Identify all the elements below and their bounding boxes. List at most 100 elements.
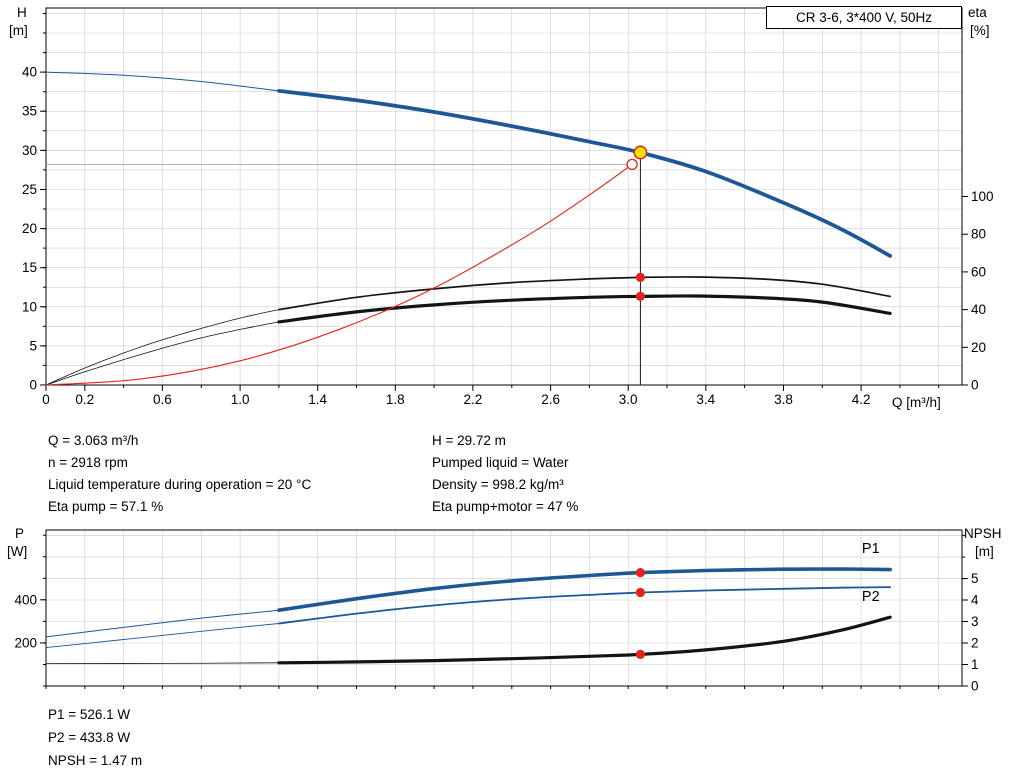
info-npsh-line: NPSH = 1.47 m <box>48 753 143 768</box>
svg-text:0: 0 <box>29 378 37 393</box>
svg-text:30: 30 <box>22 143 37 158</box>
svg-text:4.2: 4.2 <box>852 392 871 407</box>
svg-text:25: 25 <box>22 182 37 197</box>
p-axis-name: P <box>15 526 25 541</box>
p2-curve <box>278 586 892 625</box>
npsh-curve-thin <box>45 662 280 664</box>
info-p2-line: P2 = 433.8 W <box>48 730 131 745</box>
eta-axis-name: eta <box>968 5 987 20</box>
p2-curve-label: P2 <box>862 589 880 605</box>
info-eta-pump-motor-line: Eta pump+motor = 47 % <box>432 499 579 514</box>
svg-text:3.0: 3.0 <box>619 392 638 407</box>
svg-text:35: 35 <box>22 104 37 119</box>
svg-text:1.4: 1.4 <box>308 392 327 407</box>
svg-text:20: 20 <box>971 340 986 355</box>
svg-text:20: 20 <box>22 221 37 236</box>
pump-curve-thin <box>45 71 280 92</box>
requested-duty-marker <box>626 158 638 171</box>
info-head-line: H = 29.72 m <box>432 433 506 448</box>
q-axis-label: Q [m³/h] <box>892 395 941 410</box>
eta-pump-motor-curve <box>277 294 892 324</box>
svg-text:400: 400 <box>14 592 37 607</box>
system-curve <box>45 163 633 386</box>
duty-info-left-column: Q = 3.063 m³/h n = 2918 rpm Liquid tempe… <box>48 430 311 518</box>
svg-text:0.6: 0.6 <box>153 392 172 407</box>
svg-text:3.8: 3.8 <box>774 392 793 407</box>
svg-text:100: 100 <box>971 189 994 204</box>
info-eta-pump-line: Eta pump = 57.1 % <box>48 499 164 514</box>
npsh-duty-marker <box>635 649 646 660</box>
duty-info-right-column: H = 29.72 m Pumped liquid = Water Densit… <box>432 430 578 518</box>
svg-text:1.0: 1.0 <box>231 392 250 407</box>
svg-text:2.2: 2.2 <box>464 392 483 407</box>
p2-duty-marker <box>635 587 646 598</box>
y-right-axis: 0 1 2 3 4 5 <box>962 535 979 694</box>
svg-text:1: 1 <box>971 657 979 672</box>
svg-text:10: 10 <box>22 299 37 314</box>
svg-text:80: 80 <box>971 227 986 242</box>
h-axis-unit: [m] <box>9 23 28 38</box>
info-liquid-line: Pumped liquid = Water <box>432 455 569 470</box>
info-speed-line: n = 2918 rpm <box>48 455 128 470</box>
svg-text:2.6: 2.6 <box>541 392 560 407</box>
svg-text:0: 0 <box>971 378 979 393</box>
npsh-curve <box>277 615 892 665</box>
p1-duty-marker <box>635 568 646 578</box>
svg-text:3.4: 3.4 <box>696 392 715 407</box>
power-npsh-chart: 200 400 0 1 2 3 4 5 P1 P2 <box>14 529 979 694</box>
pump-model-box: CR 3-6, 3*400 V, 50Hz <box>766 6 962 29</box>
p-axis-unit: [W] <box>7 544 28 559</box>
eta-pump-marker <box>635 272 646 282</box>
svg-text:0.2: 0.2 <box>75 392 94 407</box>
svg-text:200: 200 <box>14 635 37 650</box>
pump-model-label: CR 3-6, 3*400 V, 50Hz <box>795 10 933 25</box>
info-flow-line: Q = 3.063 m³/h <box>48 433 139 448</box>
p1-curve-thin <box>45 609 280 638</box>
p1-curve-label: P1 <box>862 541 880 557</box>
eta-pump-curve-thin <box>45 309 280 386</box>
annotations <box>635 568 646 660</box>
svg-text:5: 5 <box>971 571 979 586</box>
p2-curve-thin <box>45 623 280 649</box>
qh-eta-chart: 0 0.2 0.6 1.0 1.4 1.8 2.2 2.6 3.0 3.4 3.8 4.2 0 5 10 15… <box>22 7 994 407</box>
y-left-axis: 200 400 <box>14 534 46 687</box>
plot-frame <box>45 529 963 687</box>
series <box>45 71 893 386</box>
info-density-line: Density = 998.2 kg/m³ <box>432 477 564 492</box>
grid <box>46 530 962 686</box>
svg-text:40: 40 <box>22 65 37 80</box>
y-right-axis: 0 20 40 60 80 100 <box>962 189 994 393</box>
annotations <box>46 145 648 385</box>
eta-pump-motor-curve-thin <box>45 321 280 386</box>
grid <box>46 8 962 385</box>
svg-text:4: 4 <box>971 593 979 608</box>
power-info-column: P1 = 526.1 W P2 = 433.8 W NPSH = 1.47 m <box>48 703 142 772</box>
info-p1-line: P1 = 526.1 W <box>48 707 131 722</box>
plot-frame <box>45 7 963 386</box>
eta-pump-motor-marker <box>635 291 646 301</box>
svg-text:2: 2 <box>971 636 979 651</box>
svg-text:0: 0 <box>42 392 50 407</box>
p1-curve <box>277 567 892 612</box>
pump-curve <box>277 89 893 258</box>
npsh-axis-unit: [m] <box>975 544 994 559</box>
y-left-axis: 0 5 10 15 20 25 30 35 40 <box>22 13 46 393</box>
x-axis <box>45 686 940 689</box>
svg-text:0: 0 <box>971 679 979 694</box>
h-axis-name: H <box>17 5 27 20</box>
info-temperature-line: Liquid temperature during operation = 20… <box>48 477 312 492</box>
npsh-axis-name: NPSH <box>964 526 1002 541</box>
svg-text:5: 5 <box>29 338 37 353</box>
svg-text:40: 40 <box>971 302 986 317</box>
x-axis: 0 0.2 0.6 1.0 1.4 1.8 2.2 2.6 3.0 3.4 3.8 4.2 <box>42 385 940 407</box>
eta-pump-curve <box>278 276 892 311</box>
eta-axis-unit: [%] <box>970 23 990 38</box>
series <box>45 567 892 665</box>
duty-point-marker <box>633 145 648 160</box>
svg-text:1.8: 1.8 <box>386 392 405 407</box>
svg-text:3: 3 <box>971 614 979 629</box>
svg-text:60: 60 <box>971 264 986 279</box>
svg-text:15: 15 <box>22 260 37 275</box>
